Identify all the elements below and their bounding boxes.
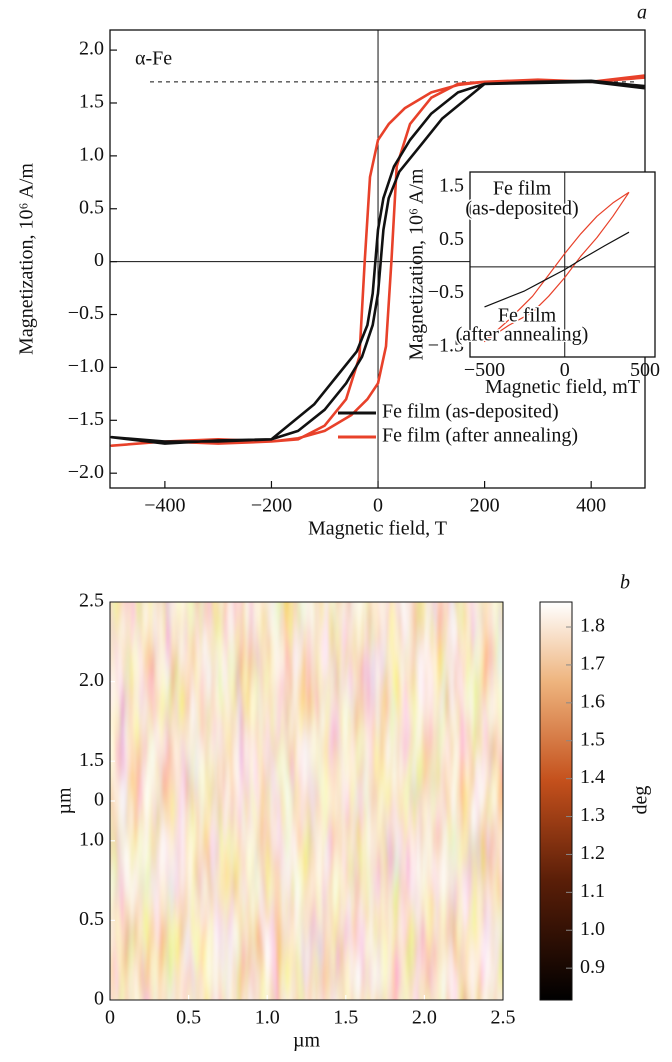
colorbar-tick-label: 1.4 [580,766,605,788]
y-axis-title: Magnetization, 10⁶ A/m [16,163,38,355]
colorbar-tick-label: 1.3 [580,804,605,826]
colorbar-tick-label: 0.9 [580,956,605,978]
panel-label: b [620,572,630,594]
y-axis-title: µm [54,787,76,815]
x-axis-title: µm [293,1030,321,1052]
data-line [483,191,630,343]
annotation: (after annealing) [456,324,589,346]
colorbar-tick-label: 1.8 [580,615,605,637]
legend-label: Fe film (as-deposited) [382,401,559,423]
x-axis-title: Magnetic field, T [308,518,447,540]
y-tick-label: 0.5 [79,196,104,218]
plot-frame [109,601,504,1001]
x-tick-label: −400 [144,495,185,517]
data-line [110,79,645,445]
y-tick-label: 2.0 [79,669,104,691]
colorbar-tick-label: 1.2 [580,842,605,864]
x-axis-title: Magnetic field, mT [485,376,640,398]
y-tick-label: −0.5 [68,302,104,324]
y-tick-label: 1.0 [79,143,104,165]
x-tick-label: 0 [373,495,383,517]
panel-label: a [637,2,647,24]
y-tick-label: 2.5 [79,590,104,612]
colorbar-tick-label: 1.0 [580,918,605,940]
data-line [110,74,645,447]
colorbar-tick-label: 1.1 [580,880,605,902]
colorbar-title: deg [630,786,652,815]
annotation: (as-deposited) [465,198,578,220]
x-tick-label: 2.0 [412,1007,437,1029]
colorbar-tick-label: 1.7 [580,653,605,675]
y-tick-label: −1.5 [428,334,464,356]
data-line [484,231,630,308]
y-tick-label: 0.5 [79,908,104,930]
x-tick-label: 1.5 [333,1007,358,1029]
x-tick-label: 0 [105,1007,115,1029]
legend-label: Fe film (after annealing) [382,425,578,447]
y-tick-label: 1.5 [439,175,464,197]
x-tick-label: 500 [630,359,660,381]
x-tick-label: 0 [560,359,570,381]
y-tick-label: 0 [94,988,104,1010]
y-tick-label: 1.0 [79,828,104,850]
annotation: Fe film [493,178,552,200]
mfm-image [110,602,503,1000]
annotation: α-Fe [135,47,172,69]
y-tick-label: −2.0 [68,461,104,483]
y-tick-label: 1.5 [79,91,104,113]
colorbar-tick-label: 1.5 [580,728,605,750]
annotation: Fe film [498,305,557,327]
y-tick-label: −1.0 [68,355,104,377]
y-tick-label: 0 [94,789,104,811]
y-tick-label: 2.0 [79,38,104,60]
x-tick-label: 200 [470,495,500,517]
plot-frame [469,171,656,358]
x-tick-label: −500 [464,359,505,381]
x-tick-label: 0.5 [176,1007,201,1029]
x-tick-label: 400 [576,495,606,517]
y-tick-label: 1.5 [79,749,104,771]
inset-background [470,172,655,357]
y-tick-label: 0.5 [439,228,464,250]
x-tick-label: 2.5 [491,1007,516,1029]
y-axis-title: Magnetization, 10⁶ A/m [406,168,428,360]
y-tick-label: −1.5 [68,408,104,430]
y-tick-label: 0 [94,249,104,271]
x-tick-label: 1.0 [255,1007,280,1029]
colorbar [539,601,573,1001]
x-tick-label: −200 [251,495,292,517]
colorbar-tick-label: 1.6 [580,690,605,712]
y-tick-label: −0.5 [428,281,464,303]
